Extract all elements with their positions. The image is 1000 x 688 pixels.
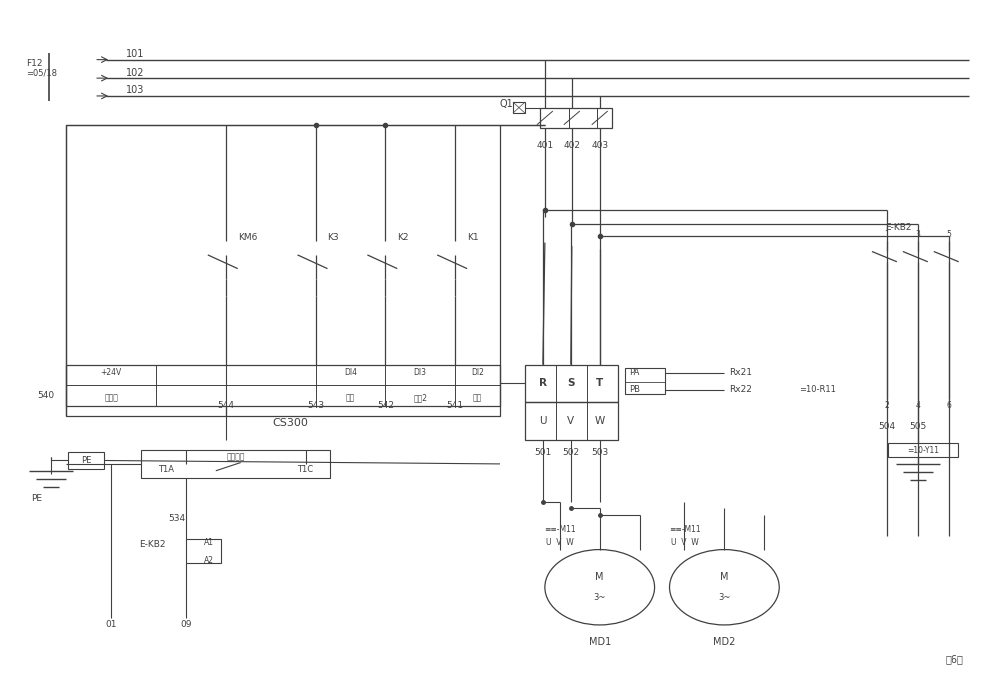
Bar (141, 450, 330, 477)
Text: Rx21: Rx21 (729, 368, 752, 377)
Text: 103: 103 (126, 85, 144, 96)
Text: T: T (596, 378, 603, 389)
Text: Q1: Q1 (500, 99, 514, 109)
Text: 多段2: 多段2 (413, 393, 427, 402)
Text: 502: 502 (562, 448, 579, 457)
Bar (66, 125, 500, 416)
Text: E-KB2: E-KB2 (885, 223, 911, 232)
Bar (513, 102, 525, 113)
Text: =10-Y11: =10-Y11 (907, 446, 939, 455)
Text: R: R (539, 378, 547, 389)
Text: PE: PE (81, 456, 91, 465)
Text: 5: 5 (946, 230, 951, 239)
Text: T1A: T1A (158, 465, 174, 474)
Text: U  V  W: U V W (546, 538, 574, 547)
Text: 3: 3 (915, 230, 920, 239)
Bar (540, 107, 612, 128)
Text: 图6图: 图6图 (946, 654, 964, 664)
Text: 501: 501 (534, 448, 552, 457)
Text: 402: 402 (563, 141, 580, 150)
Text: 反转: 反转 (473, 393, 482, 402)
Text: 01: 01 (105, 621, 117, 630)
Text: K3: K3 (327, 233, 339, 242)
Text: 541: 541 (447, 401, 464, 410)
Text: S: S (567, 378, 575, 389)
Text: A1: A1 (204, 537, 214, 546)
Text: MD2: MD2 (713, 637, 736, 647)
Text: W: W (595, 416, 605, 426)
Text: DI3: DI3 (414, 368, 427, 377)
Text: 403: 403 (591, 141, 608, 150)
Text: U: U (539, 416, 547, 426)
Text: 1: 1 (885, 230, 889, 239)
Text: 2: 2 (885, 401, 889, 410)
Text: 503: 503 (591, 448, 608, 457)
Bar (625, 368, 665, 394)
Text: 504: 504 (878, 422, 895, 431)
Text: U  V  W: U V W (671, 538, 698, 547)
Text: KM6: KM6 (238, 233, 257, 242)
Text: K2: K2 (397, 233, 409, 242)
Text: 543: 543 (307, 401, 324, 410)
Text: ≡≡-M11: ≡≡-M11 (669, 524, 700, 533)
Text: V: V (567, 416, 574, 426)
Text: 102: 102 (126, 67, 145, 78)
Text: 公共端: 公共端 (104, 393, 118, 402)
Text: +24V: +24V (100, 368, 122, 377)
Text: 542: 542 (377, 401, 394, 410)
Text: 401: 401 (536, 141, 553, 150)
Bar (525, 365, 618, 402)
Text: 544: 544 (217, 401, 234, 410)
Text: =10-R11: =10-R11 (799, 385, 836, 394)
Bar (66, 365, 500, 406)
Text: 寸动: 寸动 (346, 393, 355, 402)
Text: 热继电器: 热继电器 (226, 453, 245, 462)
Text: 4: 4 (915, 401, 920, 410)
Text: MD1: MD1 (589, 637, 611, 647)
Text: F12: F12 (26, 58, 43, 67)
Text: M: M (720, 572, 729, 582)
Text: PB: PB (629, 385, 640, 394)
Text: ≡≡-M11: ≡≡-M11 (544, 524, 576, 533)
Text: 6: 6 (946, 401, 951, 410)
Text: E-KB2: E-KB2 (139, 540, 166, 549)
Text: 101: 101 (126, 49, 144, 59)
Text: 09: 09 (180, 621, 192, 630)
Text: 3~: 3~ (718, 593, 731, 602)
Text: 540: 540 (37, 391, 54, 400)
Text: =05/18: =05/18 (26, 69, 57, 78)
Text: DI4: DI4 (344, 368, 357, 377)
Text: DI2: DI2 (471, 368, 484, 377)
Text: K1: K1 (467, 233, 479, 242)
Text: M: M (595, 572, 604, 582)
Text: PE: PE (31, 494, 42, 503)
Text: A2: A2 (204, 556, 214, 565)
Text: CS300: CS300 (273, 418, 309, 428)
Text: T1C: T1C (297, 465, 314, 474)
Bar (186, 539, 221, 563)
Bar (68, 452, 104, 469)
Text: PA: PA (629, 368, 640, 377)
Text: 3~: 3~ (594, 593, 606, 602)
Bar (525, 402, 618, 440)
Text: 534: 534 (169, 514, 186, 524)
Bar (888, 443, 958, 457)
Text: 505: 505 (909, 422, 926, 431)
Text: Rx22: Rx22 (729, 385, 752, 394)
